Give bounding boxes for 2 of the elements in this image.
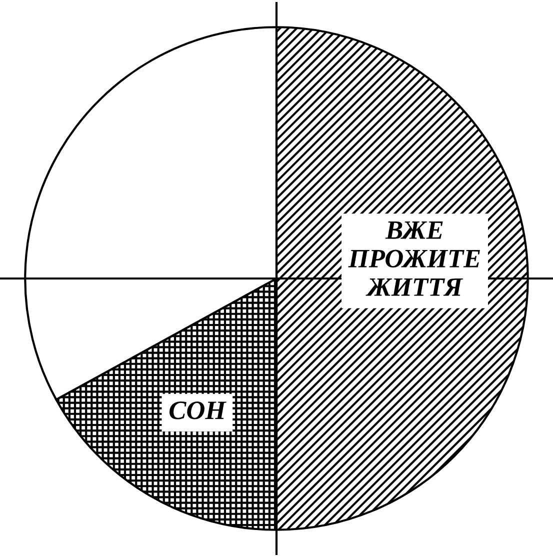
- slice-label: СОН: [169, 402, 226, 420]
- slice-label: ВЖЕ ПРОЖИТЕ ЖИТТЯ: [348, 221, 480, 296]
